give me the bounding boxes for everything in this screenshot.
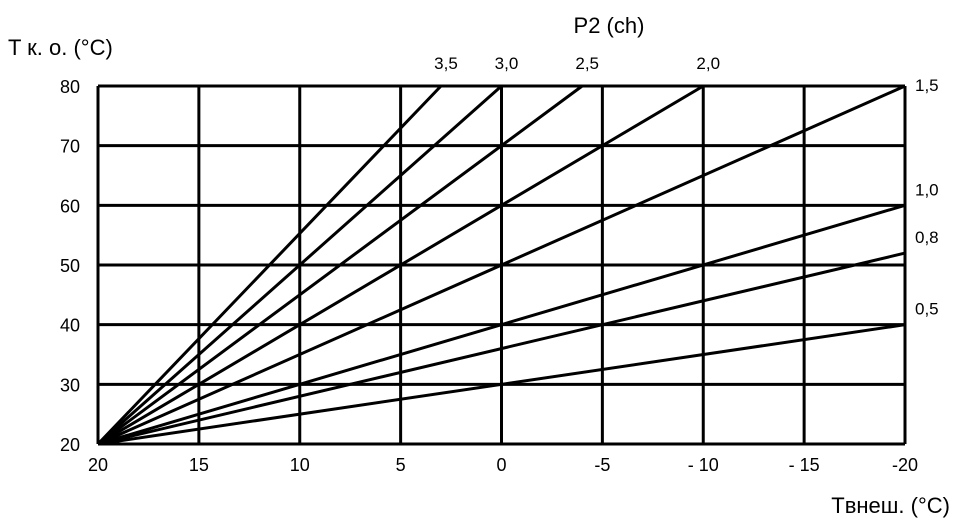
y-tick-label: 80 [60, 77, 80, 97]
y-tick-label: 70 [60, 137, 80, 157]
series-label-5: 1,5 [915, 76, 939, 95]
series-line-7 [97, 251, 906, 446]
series-line-8 [97, 323, 906, 446]
x-tick-label: - 10 [688, 455, 719, 475]
series-label-2: 3,0 [495, 54, 519, 73]
x-axis-title: Tвнеш. (°C) [831, 493, 950, 518]
chart-title: P2 (ch) [574, 13, 645, 38]
series-line-6 [97, 203, 906, 446]
series-label-4: 2,0 [696, 54, 720, 73]
series-line-4 [97, 84, 705, 446]
y-tick-label: 30 [60, 375, 80, 395]
series-labels: 3,5 3,0 2,5 2,0 1,5 1,0 0,8 0,5 [434, 54, 938, 319]
series-line-2 [97, 84, 503, 446]
series-label-6: 1,0 [915, 180, 939, 199]
x-tick-label: -20 [892, 455, 918, 475]
x-tick-label: 5 [396, 455, 406, 475]
x-tick-label: - 15 [789, 455, 820, 475]
x-tick-label: 10 [290, 455, 310, 475]
y-tick-label: 40 [60, 316, 80, 336]
x-tick-label: 0 [496, 455, 506, 475]
series-lines [96, 84, 906, 446]
series-label-1: 3,5 [434, 54, 458, 73]
x-tick-label: -5 [594, 455, 610, 475]
y-axis-title: T к. о. (°C) [8, 35, 113, 60]
x-tick-label: 15 [189, 455, 209, 475]
y-tick-label: 50 [60, 256, 80, 276]
series-label-8: 0,5 [915, 300, 939, 319]
y-tick-label: 20 [60, 435, 80, 455]
series-line-5 [97, 84, 906, 446]
series-label-7: 0,8 [915, 228, 939, 247]
series-line-3 [97, 84, 584, 446]
series-line-1 [96, 84, 443, 446]
y-tick-label: 60 [60, 196, 80, 216]
x-tick-label: 20 [88, 455, 108, 475]
series-label-3: 2,5 [575, 54, 599, 73]
